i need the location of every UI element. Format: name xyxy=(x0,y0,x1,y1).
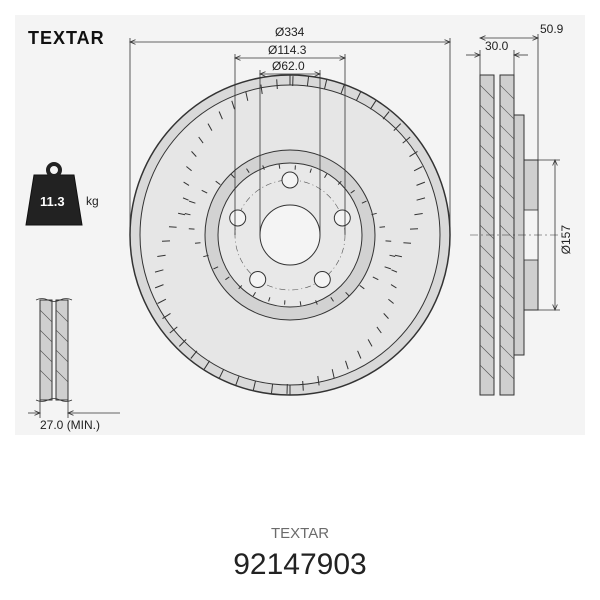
root-canvas: TEXTAR TEXTAR xyxy=(0,0,600,600)
caption-brand: TEXTAR xyxy=(0,525,600,542)
dim-outer-diameter: Ø334 xyxy=(275,25,304,39)
caption-part-number: 92147903 xyxy=(0,548,600,582)
dim-hat-diameter: Ø157 xyxy=(559,225,573,254)
dim-min-thickness: 27.0 (MIN.) xyxy=(40,418,100,432)
weight-unit: kg xyxy=(86,194,99,208)
dim-hat-depth: 50.9 xyxy=(540,22,563,36)
dim-thickness: 30.0 xyxy=(485,39,508,53)
dim-center-bore: Ø62.0 xyxy=(272,59,305,73)
weight-value: 11.3 xyxy=(40,194,65,209)
dim-pcd: Ø114.3 xyxy=(268,43,306,57)
